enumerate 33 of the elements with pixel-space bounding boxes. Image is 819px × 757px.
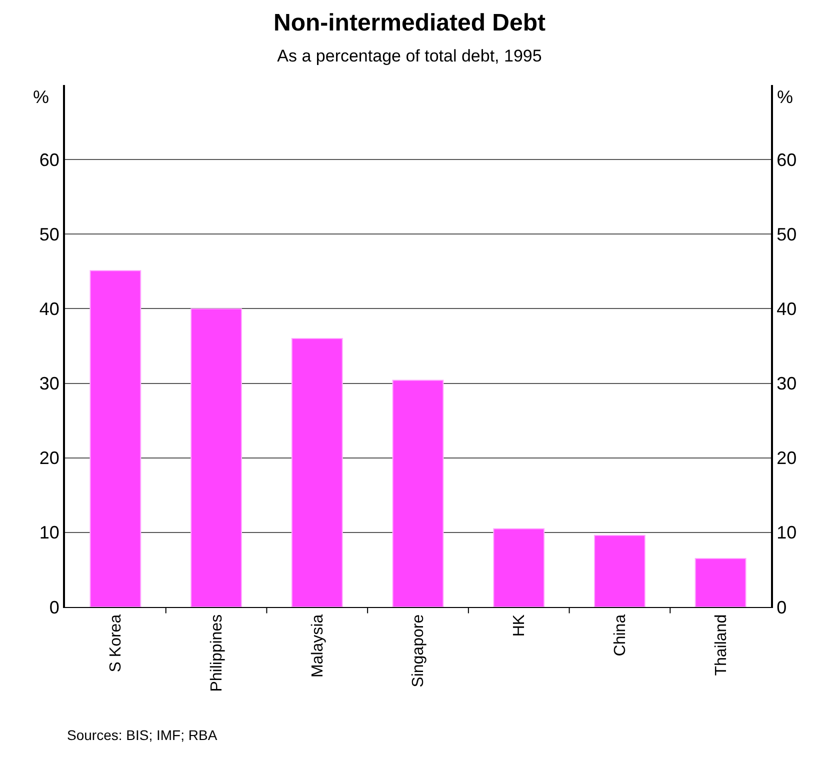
y2-tick-label: 20 (776, 448, 797, 468)
x-tick-label: Singapore (410, 614, 428, 688)
bar (90, 270, 142, 607)
x-tick-label: Philippines (208, 614, 226, 692)
x-tick-label: Thailand (712, 614, 730, 676)
bar (392, 380, 444, 607)
bar (493, 528, 545, 607)
y-tick-label: 10 (39, 522, 60, 543)
y2-axis-title: % (777, 87, 794, 107)
y2-tick-label: 40 (776, 299, 797, 320)
x-tick-label: Malaysia (309, 614, 326, 678)
x-tick-label: HK (511, 614, 528, 637)
y2-tick-label: 30 (776, 374, 797, 394)
bar (190, 308, 242, 607)
y2-tick-label: 0 (776, 597, 787, 618)
chart-title: Non-intermediated Debt (273, 9, 546, 36)
x-tick-label: China (612, 614, 629, 656)
y-tick-label: 0 (49, 597, 60, 618)
chart-subtitle: As a percentage of total debt, 1995 (277, 46, 542, 66)
y-tick-label: 40 (39, 299, 60, 320)
y-axis-title: % (33, 87, 50, 107)
bar (291, 338, 343, 607)
y-tick-label: 60 (39, 150, 60, 170)
bar (694, 558, 746, 607)
y-tick-label: 50 (39, 224, 60, 244)
y2-tick-label: 60 (776, 150, 797, 170)
source-note: Sources: BIS; IMF; RBA (67, 727, 218, 743)
y2-tick-label: 50 (776, 224, 797, 244)
y-tick-label: 30 (39, 374, 60, 394)
bar (594, 534, 646, 607)
x-tick-label: S Korea (108, 614, 125, 672)
y2-tick-label: 10 (776, 522, 797, 543)
y-tick-label: 20 (39, 448, 60, 468)
